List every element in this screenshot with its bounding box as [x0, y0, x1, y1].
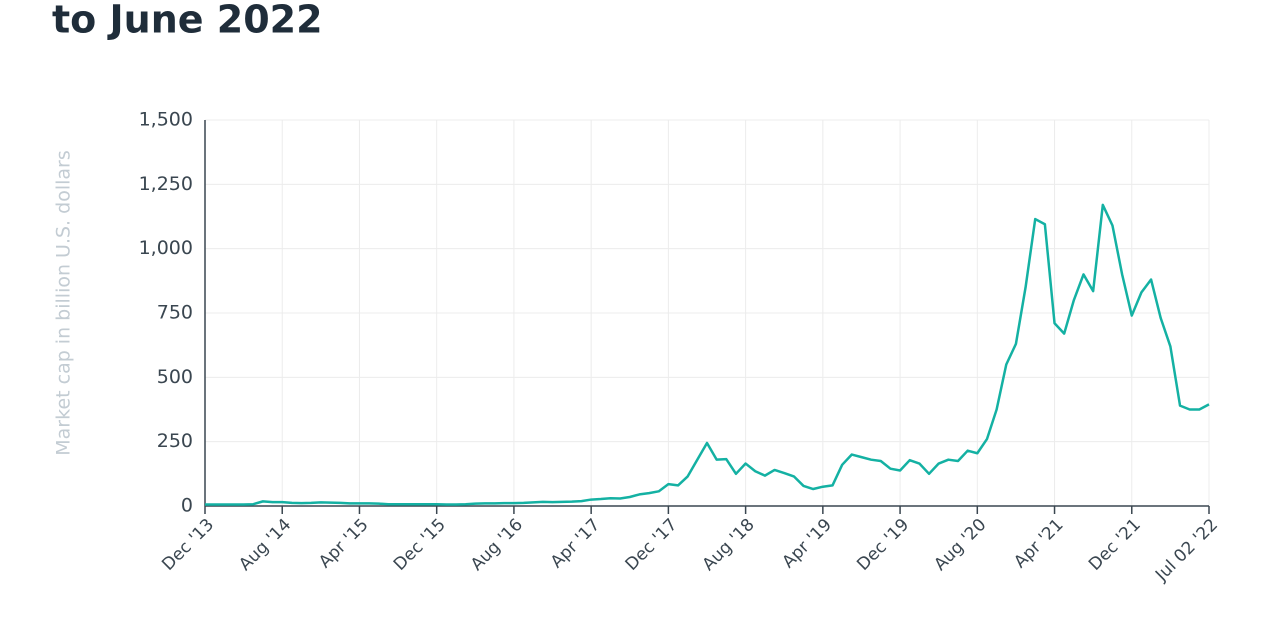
- y-tick-label: 1,500: [139, 109, 193, 131]
- x-tick-label: Aug '14: [235, 515, 295, 575]
- x-tick-label: Apr '21: [1010, 515, 1067, 572]
- x-tick-label: Dec '13: [158, 515, 218, 575]
- y-tick-label: 500: [157, 366, 193, 388]
- x-tick-label: Dec '15: [390, 515, 450, 575]
- chart-title: to June 2022: [52, 0, 323, 42]
- y-tick-label: 250: [157, 430, 193, 452]
- y-tick-label: 1,000: [139, 237, 193, 259]
- x-tick-label: Dec '17: [622, 515, 682, 575]
- y-axis-label: Market cap in billion U.S. dollars: [53, 150, 75, 455]
- x-tick-label: Dec '21: [1085, 515, 1145, 575]
- x-tick-label: Dec '19: [853, 515, 913, 575]
- data-line: [205, 203, 1210, 506]
- y-tick-label: 750: [157, 302, 193, 324]
- y-tick-label: 0: [181, 495, 193, 517]
- x-tick-label: Apr '15: [315, 515, 372, 572]
- x-tick-label: Aug '16: [467, 515, 527, 575]
- x-tick-label: Apr '19: [779, 515, 836, 572]
- y-tick-label: 1,250: [139, 173, 193, 195]
- x-tick-label: Aug '20: [930, 515, 990, 575]
- x-tick-label: Aug '18: [699, 515, 759, 575]
- x-tick-label: Apr '17: [547, 515, 604, 572]
- x-tick-label: Jul 02 '22: [1151, 515, 1222, 586]
